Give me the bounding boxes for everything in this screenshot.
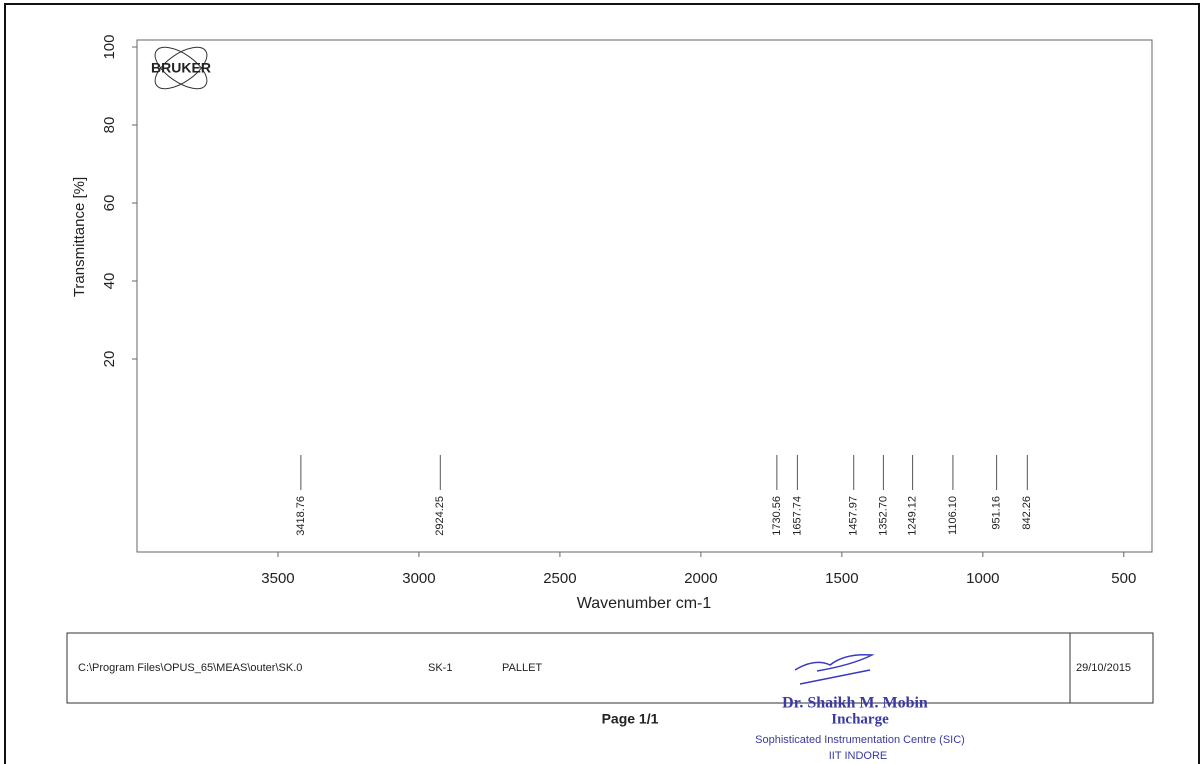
y-tick-label: 100	[101, 35, 118, 60]
peak-label: 3418.76	[295, 496, 307, 536]
x-tick-label: 3000	[402, 570, 435, 587]
file-path: C:\Program Files\OPUS_65\MEAS\outer\SK.0	[78, 662, 302, 674]
stamp-institute: IIT INDORE	[829, 750, 887, 762]
x-axis-title: Wavenumber cm-1	[577, 595, 712, 612]
peak-label: 842.26	[1021, 496, 1033, 530]
peak-label: 1457.97	[848, 496, 860, 536]
plot-frame	[136, 39, 1153, 553]
stamp-role: Incharge	[831, 711, 889, 727]
sample-form: PALLET	[502, 662, 542, 674]
x-tick-label: 3500	[261, 570, 294, 587]
x-tick-label: 1500	[825, 570, 858, 587]
x-tick-label: 1000	[966, 570, 999, 587]
x-tick-label: 500	[1111, 570, 1136, 587]
y-tick-label: 60	[101, 195, 118, 212]
peak-label: 1352.70	[877, 496, 889, 536]
peak-label: 1657.74	[791, 496, 803, 536]
y-tick-label: 80	[101, 117, 118, 134]
signature	[794, 653, 875, 685]
y-tick-label: 40	[101, 273, 118, 290]
stamp-centre: Sophisticated Instrumentation Centre (SI…	[755, 734, 965, 746]
page-frame	[4, 3, 1200, 764]
y-tick-label: 20	[101, 351, 118, 368]
sample-name: SK-1	[428, 662, 452, 674]
footer-box	[66, 632, 1154, 704]
page-number: Page 1/1	[602, 711, 659, 727]
x-tick-label: 2000	[684, 570, 717, 587]
peak-label: 1730.56	[771, 496, 783, 536]
logo: BRUKER	[151, 46, 211, 90]
stamp-name: Dr. Shaikh M. Mobin	[782, 695, 928, 712]
x-tick-label: 2500	[543, 570, 576, 587]
peak-label: 2924.25	[434, 496, 446, 536]
peak-label: 1249.12	[907, 496, 919, 536]
peak-label: 951.16	[991, 496, 1003, 530]
logo-text: BRUKER	[151, 60, 211, 76]
y-axis-title: Transmittance [%]	[71, 177, 88, 297]
date: 29/10/2015	[1076, 662, 1131, 674]
peak-label: 1106.10	[947, 496, 959, 535]
